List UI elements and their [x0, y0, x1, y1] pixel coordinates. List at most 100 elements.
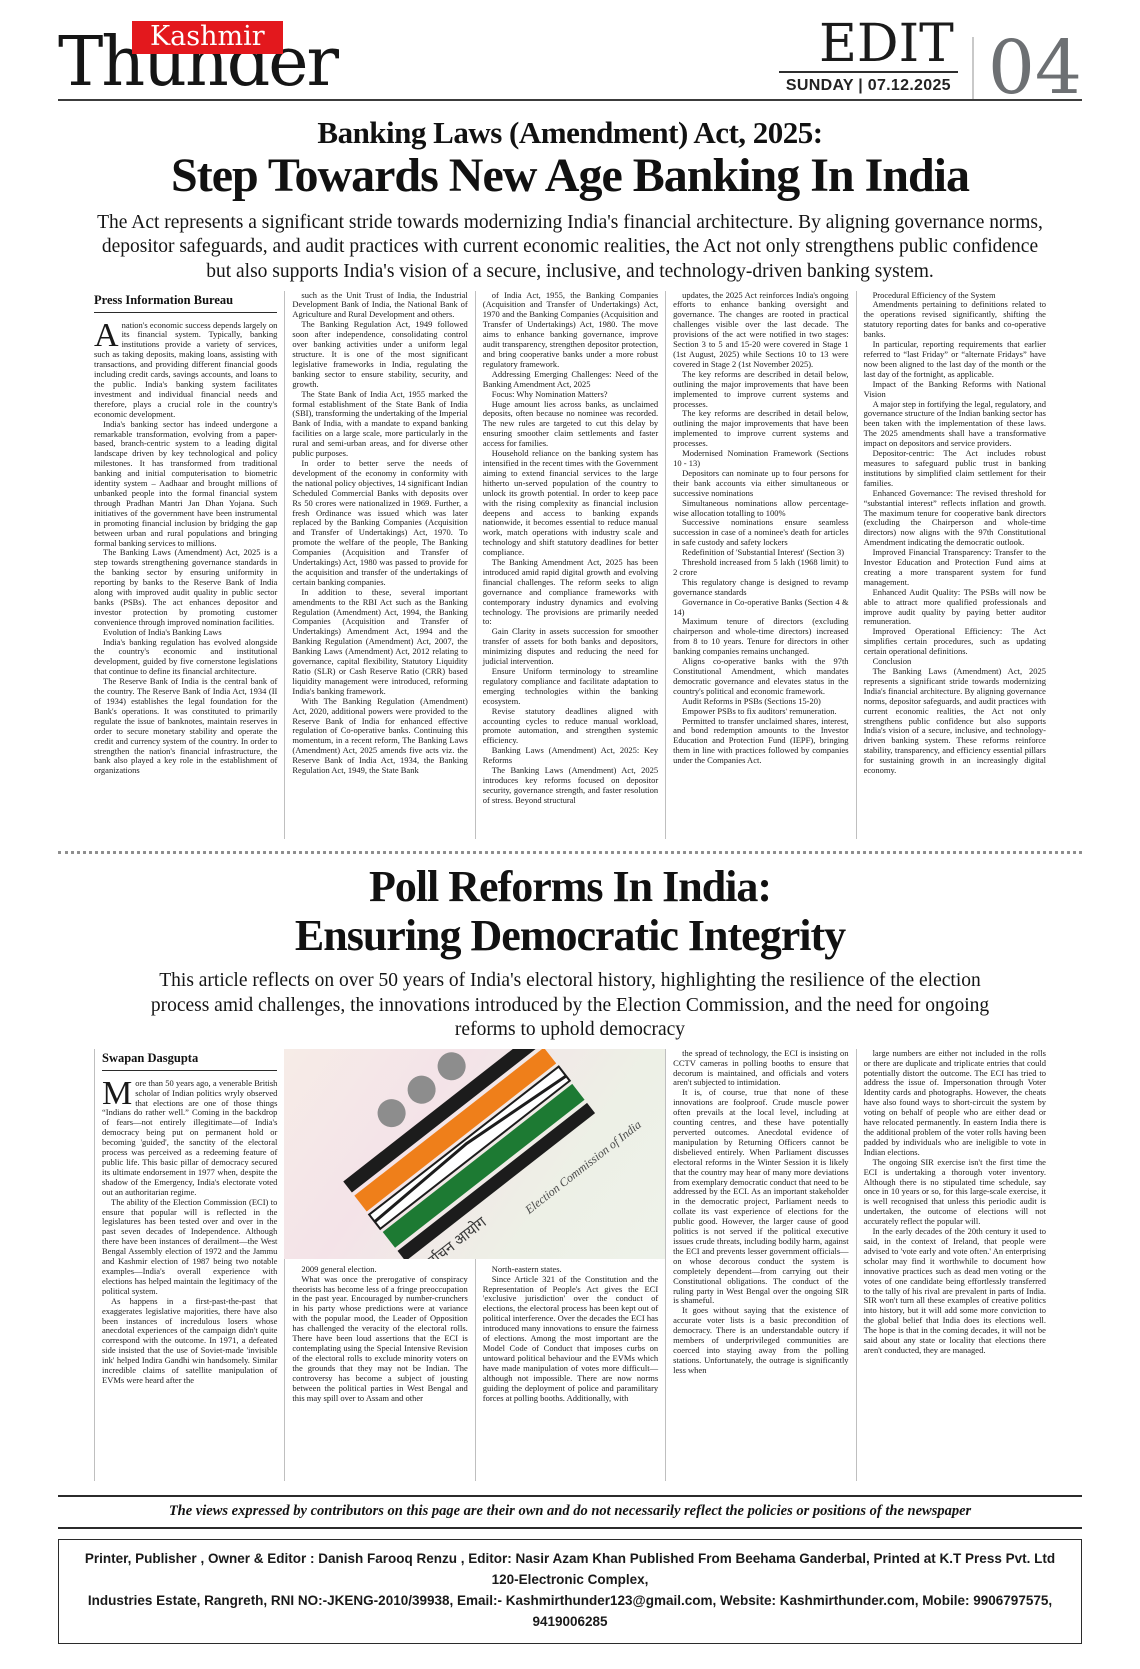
article1-kicker: Banking Laws (Amendment) Act, 2025:	[317, 115, 823, 151]
article2-column-1: Swapan Dasgupta More than 50 years ago, …	[94, 1048, 284, 1481]
article-paragraph: Enhanced Audit Quality: The PSBs will no…	[863, 586, 1046, 627]
article-paragraph: Governance in Co-operative Banks (Sectio…	[673, 596, 849, 617]
article-paragraph: In the early decades of the 20th century…	[863, 1226, 1046, 1355]
article-paragraph: As happens in a first-past-the-past that…	[102, 1295, 278, 1385]
brand-kicker-badge: Kashmir	[132, 20, 283, 55]
article-separator	[58, 850, 1082, 854]
article2-column-2: 2009 general election. What was once the …	[284, 1048, 474, 1481]
article-paragraph: The key reforms are described in detail …	[673, 408, 849, 449]
article2-column-5: large numbers are either not included in…	[855, 1048, 1046, 1481]
article-paragraph: Focus: Why Nomination Matters?	[491, 388, 608, 399]
article1-column-4: updates, the 2025 Act reinforces India's…	[665, 290, 855, 839]
article1-column-5: Procedural Efficiency of the System Amend…	[855, 290, 1046, 839]
column-text: such as the Unit Trust of India, the Ind…	[292, 291, 467, 776]
article-paragraph: Successive nominations ensure seamless s…	[673, 517, 849, 548]
article-paragraph: Enhanced Governance: The revised thresho…	[863, 487, 1046, 548]
article-paragraph: In particular, reporting requirements th…	[863, 339, 1046, 379]
article1-column-1: Press Information Bureau A nation's econ…	[94, 291, 284, 839]
article-paragraph: Gain Clarity in assets succession for sm…	[482, 626, 659, 667]
article-paragraph: Improved Operational Efficiency: The Act…	[863, 626, 1046, 657]
article-paragraph: The Banking Laws (Amendment) Act, 2025 i…	[94, 547, 278, 627]
article2-column-4: the spread of technology, the ECI is ins…	[665, 1048, 855, 1481]
article-paragraph: Audit Reforms in PSBs (Sections 15-20)	[682, 695, 821, 706]
article1-body: Press Information Bureau A nation's econ…	[94, 290, 1046, 839]
column-text: the spread of technology, the ECI is ins…	[673, 1049, 848, 1376]
article-paragraph: Depositor-centric: The Act includes robu…	[863, 448, 1046, 488]
masthead: Thunder Kashmir EDIT SUNDAY | 07.12.2025…	[58, 0, 1082, 104]
column-text: of India Act, 1955, the Banking Companie…	[483, 291, 658, 806]
article-paragraph: Redefinition of 'Substantial Interest' (…	[682, 547, 845, 558]
article-paragraph: Depositors can nominate up to four perso…	[673, 467, 849, 498]
article-paragraph: India's banking sector has indeed underg…	[94, 418, 278, 548]
article-paragraph: The Banking Laws (Amendment) Act, 2025 i…	[482, 765, 659, 805]
article2-body: भारत निर्वाचन आयोग Election Commission o…	[94, 1048, 1046, 1481]
column-text: North-eastern states. Since Article 321 o…	[483, 1049, 658, 1404]
article2-byline: Swapan Dasgupta	[102, 1049, 278, 1071]
article2-columns: भारत निर्वाचन आयोग Election Commission o…	[94, 1048, 1046, 1481]
article-paragraph: North-eastern states.	[491, 1263, 562, 1274]
article-paragraph: such as the Unit Trust of India, the Ind…	[292, 290, 468, 320]
article-paragraph: Simultaneous nominations allow percentag…	[673, 497, 849, 518]
publisher-line-2: Industries Estate, Rangreth, RNI NO:-JKE…	[87, 1592, 1053, 1629]
article2-headline-line2: Ensuring Democratic Integrity	[294, 911, 846, 961]
article-paragraph: Since Article 321 of the Constitution an…	[482, 1273, 659, 1403]
article-paragraph: Threshold increased from 5 lakh (1968 li…	[673, 557, 849, 577]
article-paragraph: Amendments pertaining to definitions rel…	[863, 299, 1046, 340]
article-paragraph: It is, of course, true that none of thes…	[673, 1087, 849, 1306]
article-paragraph: Huge amount lies across banks, as unclai…	[482, 398, 659, 449]
article-paragraph: of India Act, 1955, the Banking Companie…	[482, 290, 659, 369]
column-text: updates, the 2025 Act reinforces India's…	[673, 291, 848, 767]
article-paragraph: updates, the 2025 Act reinforces India's…	[673, 290, 849, 369]
article-paragraph: the spread of technology, the ECI is ins…	[673, 1048, 849, 1088]
article1-headline: Step Towards New Age Banking In India	[171, 148, 970, 202]
article-paragraph: Addressing Emerging Challenges: Need of …	[482, 368, 659, 389]
article1-column-2: such as the Unit Trust of India, the Ind…	[284, 290, 474, 839]
article-paragraph: The ability of the Election Commission (…	[102, 1196, 278, 1296]
article-paragraph: The Banking Regulation Act, 1949 followe…	[292, 319, 468, 389]
article-paragraph: Evolution of India's Banking Laws	[103, 626, 222, 637]
section-title: EDIT	[778, 18, 958, 74]
article1-columns: Press Information Bureau A nation's econ…	[94, 290, 1046, 839]
article1-column-3: of India Act, 1955, the Banking Companie…	[474, 290, 665, 839]
article-paragraph: Improved Financial Transparency: Transfe…	[863, 547, 1046, 587]
newspaper-logo: Thunder Kashmir	[58, 20, 339, 96]
article-paragraph: The Banking Amendment Act, 2025 has been…	[482, 557, 659, 627]
article-paragraph: Ensure Uniform terminology to streamline…	[482, 666, 659, 706]
edition-date: SUNDAY | 07.12.2025	[785, 77, 951, 95]
article-paragraph: It goes without saying that the existenc…	[673, 1305, 849, 1375]
column-text: More than 50 years ago, a venerable Brit…	[102, 1074, 278, 1386]
article-paragraph: large numbers are either not included in…	[863, 1048, 1046, 1157]
article-paragraph: More than 50 years ago, a venerable Brit…	[102, 1074, 278, 1197]
article-paragraph: In order to better serve the needs of de…	[292, 457, 468, 587]
article-paragraph: Modernised Nomination Framework (Section…	[673, 448, 849, 468]
column-text: Procedural Efficiency of the System Amend…	[864, 291, 1046, 776]
article-paragraph: A nation's economic success depends larg…	[94, 316, 278, 419]
article1-standfirst: The Act represents a significant stride …	[97, 211, 1043, 283]
article-paragraph: Revise statutory deadlines aligned with …	[482, 705, 659, 746]
section-block: EDIT SUNDAY | 07.12.2025	[778, 18, 972, 95]
publisher-imprint: Printer, Publisher , Owner & Editor : Da…	[58, 1538, 1082, 1645]
article2-column-3: North-eastern states. Since Article 321 o…	[474, 1048, 665, 1481]
page-number: 04	[971, 31, 1082, 104]
article-paragraph: Empower PSBs to fix auditors' remunerati…	[682, 705, 837, 716]
article-paragraph: A major step in fortifying the legal, re…	[863, 398, 1046, 449]
article-paragraph: The key reforms are described in detail …	[673, 368, 849, 409]
publisher-line-1: Printer, Publisher , Owner & Editor : Da…	[84, 1550, 1056, 1587]
article-paragraph: Permitted to transfer unclaimed shares, …	[673, 715, 849, 766]
article-paragraph: Procedural Efficiency of the System	[872, 290, 996, 300]
article-paragraph: Aligns co-operative banks with the 97th …	[673, 656, 849, 696]
article2-headline-line1: Poll Reforms In India:	[368, 861, 772, 911]
article-paragraph: Conclusion	[872, 656, 912, 667]
article-paragraph: Banking Laws (Amendment) Act, 2025: Key …	[482, 745, 659, 766]
article-paragraph: This regulatory change is designed to re…	[673, 576, 849, 597]
column-text: large numbers are either not included in…	[864, 1049, 1046, 1356]
article1-header: Banking Laws (Amendment) Act, 2025: Step…	[0, 117, 1140, 284]
article-paragraph: 2009 general election.	[301, 1263, 377, 1274]
article-paragraph: Impact of the Banking Reforms with Natio…	[863, 378, 1046, 399]
election-commission-logo-image: भारत निर्वाचन आयोग Election Commission o…	[284, 1048, 666, 1259]
article-paragraph: Maximum tenure of directors (excluding c…	[673, 616, 849, 657]
article2-header: Poll Reforms In India: Ensuring Democrat…	[0, 861, 1140, 1043]
contributors-disclaimer: The views expressed by contributors on t…	[58, 1494, 1082, 1529]
column-text: A nation's economic success depends larg…	[94, 316, 278, 777]
article-paragraph: India's banking regulation has evolved a…	[94, 636, 278, 677]
